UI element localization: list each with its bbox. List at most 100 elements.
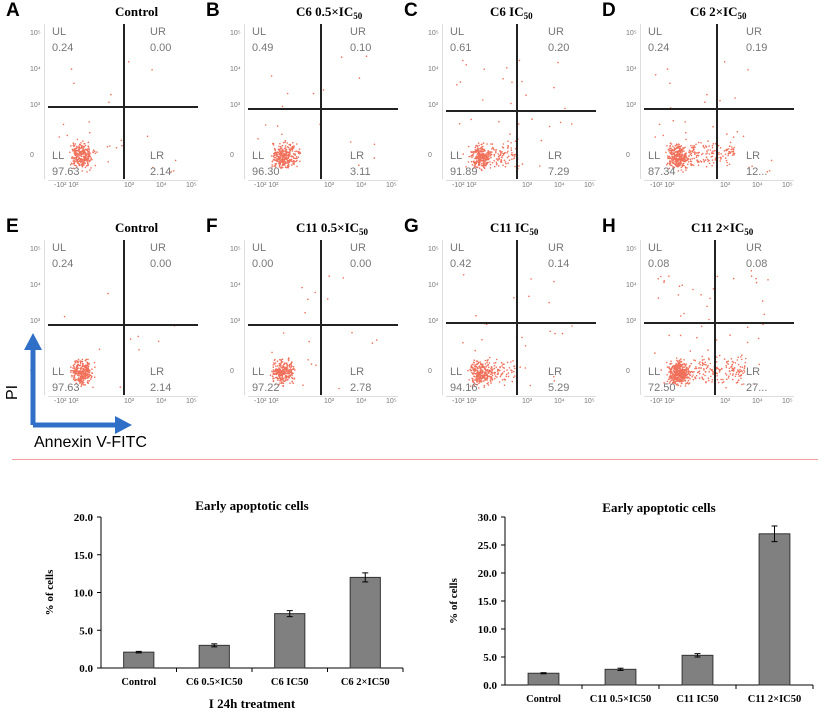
event-dot	[699, 361, 701, 363]
quadrant-value-ll: 87.34	[648, 166, 676, 178]
event-dot	[157, 340, 160, 343]
event-dot	[676, 153, 678, 155]
event-dot	[485, 155, 488, 157]
event-dot	[490, 156, 492, 159]
x-tick-label: -10² 10²	[254, 182, 279, 189]
chart-caption: I 24h treatment	[209, 696, 296, 711]
event-dot	[287, 159, 290, 162]
event-dot	[459, 81, 462, 83]
y-tick-label: 15.0	[74, 550, 94, 562]
event-dot	[672, 160, 674, 162]
quadrant-value-ur: 0.20	[548, 42, 570, 54]
event-dot	[507, 146, 510, 148]
event-dot	[548, 125, 551, 128]
quadrant-value-lr: 7.29	[548, 166, 570, 178]
quadrant-name-ll: LL	[52, 150, 65, 162]
event-dot	[660, 369, 662, 371]
event-dot	[475, 360, 478, 362]
event-dot	[278, 153, 281, 156]
event-dot	[688, 370, 690, 372]
event-dot	[493, 153, 496, 156]
event-dot	[750, 275, 753, 277]
x-tick-label: -10² 10²	[452, 182, 477, 189]
event-dot	[498, 381, 501, 383]
y-tick-label: 15.0	[478, 596, 498, 608]
event-dot	[338, 387, 340, 390]
event-dot	[282, 385, 284, 388]
event-dot	[483, 68, 485, 70]
event-dot	[685, 138, 687, 141]
quadrant-value-ll: 97.63	[52, 166, 80, 178]
event-dot	[692, 145, 694, 147]
event-dot	[78, 163, 81, 165]
bar	[604, 668, 637, 686]
event-dot	[507, 150, 509, 153]
event-dot	[284, 376, 287, 378]
event-dot	[657, 297, 660, 299]
event-dot	[511, 380, 514, 383]
flow-panel-g: G C11 IC50 10⁵ 10⁴ 10³ 0 -10² 10² 10³ 10⁴ 10⁵ UL 0.…	[398, 216, 603, 416]
event-dot	[726, 133, 728, 135]
event-dot	[737, 363, 740, 366]
event-dot	[695, 152, 698, 154]
event-dot	[507, 144, 509, 147]
event-dot	[500, 374, 502, 376]
quadrant-value-lr: 2.78	[350, 382, 372, 394]
event-dot	[744, 357, 747, 360]
y-tick-label: 10⁴	[30, 66, 41, 73]
event-dot	[707, 377, 710, 380]
event-dot	[281, 378, 284, 381]
event-dot	[489, 356, 491, 359]
event-dot	[481, 164, 483, 167]
event-dot	[486, 359, 489, 362]
event-dot	[473, 383, 475, 386]
event-dot	[685, 374, 688, 377]
event-dot	[559, 121, 562, 124]
event-dot	[478, 144, 480, 147]
event-dot	[467, 369, 469, 372]
quadrant-gate-vertical	[123, 240, 125, 395]
event-dot	[675, 373, 677, 376]
event-dot	[279, 162, 282, 164]
event-dot	[289, 371, 292, 374]
event-dot	[718, 354, 721, 357]
event-dot	[700, 142, 702, 144]
event-dot	[690, 162, 692, 165]
event-dot	[654, 136, 657, 138]
event-dot	[474, 365, 476, 368]
event-dot	[680, 375, 682, 378]
quadrant-gate-horizontal	[446, 322, 596, 324]
x-tick-label: -10² 10²	[452, 398, 477, 405]
event-dot	[719, 368, 721, 371]
event-dot	[696, 159, 698, 162]
panel-title: C11 IC50	[490, 220, 539, 237]
event-dot	[477, 371, 479, 373]
event-dot	[716, 275, 719, 278]
event-dot	[288, 368, 291, 371]
event-dot	[504, 165, 507, 168]
event-dot	[678, 363, 680, 366]
y-tick-label: 10⁴	[30, 282, 41, 289]
event-dot	[478, 387, 480, 389]
x-tick-label: 10³	[522, 398, 533, 405]
event-dot	[475, 149, 477, 152]
event-dot	[525, 94, 527, 96]
event-dot	[487, 384, 490, 386]
event-dot	[490, 143, 492, 145]
event-dot	[271, 164, 273, 166]
event-dot	[73, 160, 75, 162]
event-dot	[681, 149, 683, 152]
event-dot	[497, 155, 500, 158]
event-dot	[488, 362, 491, 364]
event-dot	[493, 367, 496, 370]
event-dot	[481, 148, 483, 150]
quadrant-name-ur: UR	[746, 26, 762, 38]
event-dot	[684, 383, 687, 385]
event-dot	[278, 164, 281, 166]
y-tick-label: 20.0	[74, 512, 94, 524]
x-tick-label: 10⁵	[782, 398, 793, 405]
event-dot	[675, 144, 678, 146]
event-dot	[82, 384, 85, 386]
event-dot	[702, 144, 705, 147]
event-dot	[484, 164, 486, 166]
